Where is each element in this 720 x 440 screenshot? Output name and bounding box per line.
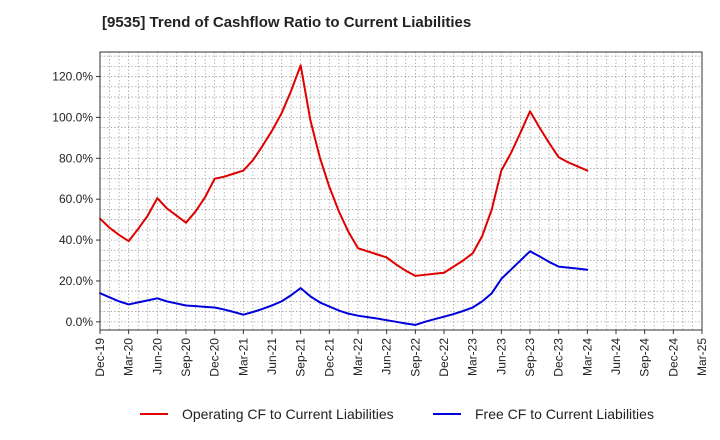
plot-border — [99, 51, 703, 331]
axes: 0.0% 20.0% 40.0% 60.0% 80.0% 100.0% 120.0% Dec-… — [52, 70, 709, 377]
x-tick-label: Sep-23 — [523, 338, 537, 377]
x-tick-label: Mar-21 — [236, 338, 250, 376]
x-tick-label: Sep-22 — [408, 338, 422, 377]
y-tick-label: 20.0% — [59, 274, 93, 288]
y-tick-label: 40.0% — [59, 233, 93, 247]
y-tick-label: 100.0% — [52, 110, 93, 124]
x-tick-label: Mar-20 — [122, 338, 136, 376]
chart-title: [9535] Trend of Cashflow Ratio to Curren… — [102, 14, 472, 31]
y-tick-label: 120.0% — [52, 70, 93, 84]
x-tick-label: Mar-25 — [695, 338, 709, 376]
legend-label: Free CF to Current Liabilities — [475, 406, 654, 422]
grid — [99, 52, 703, 330]
x-tick-label: Jun-21 — [265, 338, 279, 375]
legend-label: Operating CF to Current Liabilities — [182, 406, 394, 422]
x-tick-label: Jun-20 — [150, 338, 164, 375]
y-tick-label: 60.0% — [59, 192, 93, 206]
y-tick-label: 80.0% — [59, 151, 93, 165]
y-tick-label: 0.0% — [66, 315, 94, 329]
legend: Operating CF to Current Liabilities Free … — [140, 406, 654, 422]
x-tick-label: Dec-20 — [208, 338, 222, 377]
x-tick-label: Dec-24 — [666, 338, 680, 377]
x-tick-label: Dec-19 — [93, 338, 107, 377]
x-tick-label: Jun-23 — [494, 338, 508, 375]
x-tick-label: Sep-24 — [638, 338, 652, 377]
series-line-operating-cf — [99, 64, 589, 277]
x-tick-label: Sep-21 — [294, 338, 308, 377]
x-tick-label: Dec-23 — [552, 338, 566, 377]
x-tick-label: Jun-22 — [380, 338, 394, 375]
x-tick-label: Dec-21 — [322, 338, 336, 377]
x-tick-label: Sep-20 — [179, 338, 193, 377]
x-tick-label: Jun-24 — [609, 338, 623, 375]
x-tick-label: Mar-22 — [351, 338, 365, 376]
series — [99, 64, 589, 326]
x-tick-label: Mar-24 — [580, 338, 594, 376]
plot-background — [100, 52, 702, 330]
x-tick-label: Dec-22 — [437, 338, 451, 377]
x-tick-label: Mar-23 — [466, 338, 480, 376]
series-line-free-cf — [99, 250, 589, 326]
